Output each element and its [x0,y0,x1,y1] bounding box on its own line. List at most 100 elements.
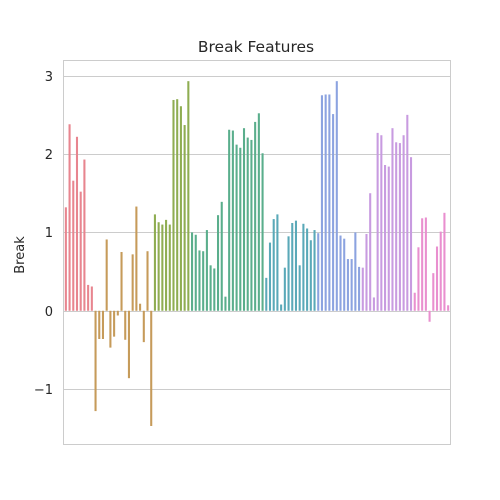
bar [116,310,119,316]
bar [90,286,93,311]
bar [161,224,164,311]
bar [376,132,379,311]
bar [165,219,168,311]
bars [64,81,450,426]
bar [387,166,390,311]
bar [257,113,260,311]
bar [294,220,298,311]
bar [142,310,145,343]
bar [187,81,190,311]
bar [242,128,246,311]
bar [198,250,201,311]
bar [124,310,127,340]
bar [157,222,160,311]
bar [172,99,175,311]
bar [317,233,320,311]
y-tick-label: 0 [45,305,53,320]
bar [75,136,79,311]
plot-frame [63,60,451,445]
bar [94,310,97,412]
bar [131,254,134,311]
bar [435,246,439,311]
bar [369,193,372,311]
bar [417,247,420,311]
bar [306,228,309,311]
bar [365,233,368,311]
bar [135,206,138,311]
bar [309,240,312,311]
bar [183,125,186,311]
bar [213,268,216,311]
bar [120,252,123,311]
bar [101,310,105,339]
bar [395,142,398,311]
chart-title: Break Features [198,38,314,56]
bar [346,259,349,311]
bar [83,159,86,311]
bar [291,223,294,311]
bar [287,236,290,311]
bar [105,239,108,311]
bar [109,310,112,348]
bar [150,310,153,426]
bar [228,129,231,311]
y-tick-label: 3 [45,70,53,85]
bar [398,143,401,311]
bar [194,234,197,311]
bar [328,94,331,311]
y-tick-label: 2 [45,148,53,163]
bar [406,114,409,311]
bar [428,310,431,322]
bar [220,201,223,311]
bar [391,128,394,311]
bar [265,277,268,311]
y-tick-label: 1 [45,226,53,241]
bar [421,218,424,311]
bar [146,251,149,311]
bar [179,106,182,311]
bar [313,230,316,311]
bar [231,130,234,311]
bar [127,310,130,379]
bar [354,232,357,311]
bar [358,266,361,311]
bar [302,223,305,311]
bar [87,284,90,311]
bar [332,114,335,311]
bar [409,157,413,311]
bar [361,267,364,311]
bar [113,310,116,337]
bar [447,305,450,311]
bar [335,81,338,311]
bar [261,153,264,311]
bar [191,232,194,311]
bar [384,165,387,311]
bar [276,214,279,311]
bar [250,139,253,311]
bar [254,121,257,311]
bar [380,135,383,311]
bar [98,310,101,339]
bar [202,251,205,311]
bar [439,231,442,311]
bar [320,95,323,311]
bar [424,217,427,311]
bar [413,292,416,311]
y-axis-label: Break [13,236,28,274]
bar [280,304,283,311]
y-ticks: −1 0 1 2 3 [34,70,53,398]
bar [324,94,327,311]
bar [64,207,67,311]
bar [168,224,171,311]
bar [283,267,286,311]
bar [239,147,242,311]
bar [372,297,375,311]
bar [176,99,179,311]
bar [246,137,249,311]
bar [72,180,75,311]
bar [443,212,446,311]
bar [224,296,227,311]
bar [339,235,342,311]
bar [272,219,275,311]
